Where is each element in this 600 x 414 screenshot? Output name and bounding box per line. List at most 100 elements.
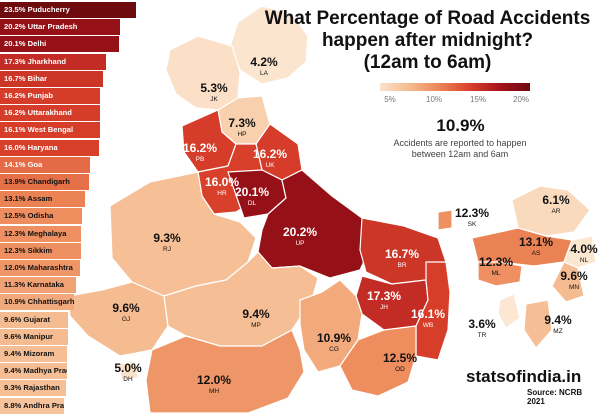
region-code: LA	[260, 70, 268, 77]
region-code: WB	[422, 322, 434, 329]
region-value: 9.4%	[242, 307, 270, 321]
region-value: 12.0%	[196, 373, 232, 387]
region-TR	[497, 293, 521, 329]
chart-title: What Percentage of Road Accidents happen…	[264, 8, 591, 73]
region-label-gj: 9.6% GJ	[112, 301, 139, 323]
ranking-row: 9.4% Madhya Pradesh	[0, 363, 67, 380]
region-label-dh: 5.0% DH	[114, 361, 141, 383]
source-note: Source: NCRB 2021	[527, 388, 583, 406]
ranking-row: 13.1% Assam	[0, 191, 85, 208]
scale-tick-20: 20%	[512, 95, 530, 104]
region-code: DH	[123, 376, 133, 383]
region-value: 9.3%	[153, 231, 181, 245]
region-value: 12.3%	[478, 255, 514, 269]
region-value: 10.9%	[316, 331, 352, 345]
region-code: PB	[195, 156, 205, 163]
region-code: MP	[251, 322, 261, 329]
ranking-row: 12.5% Odisha	[0, 208, 82, 225]
region-value: 17.3%	[366, 289, 402, 303]
region-value: 3.6%	[468, 317, 496, 331]
national-average-note: Accidents are reported to happen between…	[393, 138, 527, 159]
region-code: HP	[237, 131, 247, 138]
region-code: CG	[329, 346, 339, 353]
ranking-row: 20.2% Uttar Pradesh	[0, 19, 120, 36]
region-label-mn: 9.6% MN	[560, 269, 587, 291]
ranking-row: 9.3% Rajasthan	[0, 380, 66, 397]
region-label-la: 4.2% LA	[250, 55, 277, 77]
region-MZ	[523, 299, 553, 349]
region-value: 4.0%	[570, 242, 598, 256]
region-code: HR	[217, 190, 227, 197]
region-code: DL	[247, 200, 257, 207]
region-code: AR	[551, 208, 561, 215]
region-label-hp: 7.3% HP	[228, 116, 255, 138]
region-value: 13.1%	[518, 235, 554, 249]
region-code: JH	[380, 304, 388, 311]
region-value: 5.0%	[114, 361, 142, 375]
region-value: 9.6%	[560, 269, 588, 283]
ranking-row: 14.1% Goa	[0, 156, 90, 173]
region-code: RJ	[163, 246, 171, 253]
region-label-mp: 9.4% MP	[242, 307, 269, 329]
region-code: SK	[467, 221, 477, 228]
region-code: TR	[477, 332, 487, 339]
region-label-uk: 16.2% UK	[253, 147, 287, 169]
region-label-mh: 12.0% MH	[197, 373, 231, 395]
ranking-row: 17.3% Jharkhand	[0, 53, 106, 70]
region-value: 20.1%	[234, 185, 270, 199]
region-code: GJ	[121, 316, 131, 323]
ranking-row: 16.1% West Bengal	[0, 122, 100, 139]
region-value: 4.2%	[250, 55, 278, 69]
region-label-hr: 16.0% HR	[205, 175, 239, 197]
region-label-nl: 4.0% NL	[570, 242, 597, 264]
scale-tick-10: 10%	[425, 95, 443, 104]
region-OD	[339, 325, 417, 397]
region-code: BR	[397, 262, 407, 269]
region-WB	[415, 261, 451, 361]
region-value: 20.2%	[282, 225, 318, 239]
region-DH	[117, 361, 139, 381]
region-value: 12.5%	[382, 351, 418, 365]
region-value: 16.7%	[384, 247, 420, 261]
region-label-sk: 12.3% SK	[455, 206, 489, 228]
region-value: 16.2%	[252, 147, 288, 161]
ranking-row: 9.6% Gujarat	[0, 311, 68, 328]
ranking-row: 9.6% Manipur	[0, 328, 68, 345]
ranking-row: 20.1% Delhi	[0, 36, 119, 53]
region-code: UP	[295, 240, 305, 247]
region-label-ar: 6.1% AR	[542, 193, 569, 215]
region-label-tr: 3.6% TR	[468, 317, 495, 339]
region-value: 7.3%	[228, 116, 256, 130]
region-label-as: 13.1% AS	[519, 235, 553, 257]
ranking-row: 10.9% Chhattisgarh	[0, 294, 74, 311]
region-value: 6.1%	[542, 193, 570, 207]
ranking-row: 16.2% Punjab	[0, 88, 100, 104]
ranking-row: 16.0% Haryana	[0, 139, 99, 156]
region-MN	[551, 261, 585, 303]
brand-logo-text[interactable]: statsofindia.in	[466, 367, 582, 386]
region-code: MN	[568, 284, 580, 291]
national-average-value: 10.9%	[436, 116, 485, 135]
region-ML	[477, 261, 523, 287]
region-code: JK	[210, 96, 218, 103]
ranking-row: 16.7% Bihar	[0, 70, 103, 87]
region-label-cg: 10.9% CG	[317, 331, 351, 353]
ranking-row: 8.8% Andhra Pradesh	[0, 397, 64, 414]
region-label-br: 16.7% BR	[385, 247, 419, 269]
region-value: 9.6%	[112, 301, 140, 315]
region-code: NL	[579, 257, 589, 264]
region-value: 16.1%	[410, 307, 446, 321]
title-block: What Percentage of Road Accidents happen…	[255, 8, 600, 74]
region-NL	[563, 235, 597, 269]
region-code: MH	[208, 388, 220, 395]
ranking-row: 12.0% Maharashtra	[0, 260, 80, 276]
ranking-row: 13.9% Chandigarh	[0, 174, 89, 190]
ranking-row: 23.5% Puducherry	[0, 2, 136, 18]
ranking-row: 12.3% Sikkim	[0, 242, 81, 259]
region-GJ	[67, 281, 169, 357]
region-label-rj: 9.3% RJ	[153, 231, 180, 253]
region-value: 16.0%	[204, 175, 240, 189]
region-label-dl: 20.1% DL	[235, 185, 269, 207]
region-value: 16.2%	[182, 141, 218, 155]
